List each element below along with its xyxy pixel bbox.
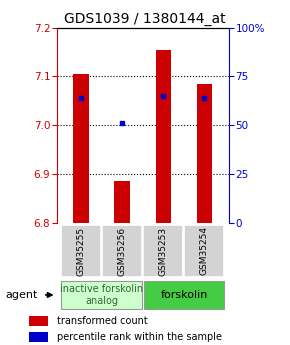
Text: forskolin: forskolin	[160, 290, 208, 300]
Bar	[61, 281, 142, 309]
Bar	[29, 316, 48, 326]
Bar	[184, 225, 224, 277]
Text: GSM35256: GSM35256	[118, 226, 127, 276]
Bar	[144, 281, 224, 309]
Text: GSM35255: GSM35255	[77, 226, 86, 276]
Bar	[61, 225, 101, 277]
Bar	[155, 50, 171, 223]
Bar	[102, 225, 142, 277]
Bar	[143, 225, 183, 277]
Text: GSM35254: GSM35254	[200, 226, 209, 276]
Text: percentile rank within the sample: percentile rank within the sample	[57, 332, 222, 342]
Text: agent: agent	[6, 290, 38, 300]
Text: inactive forskolin
analog: inactive forskolin analog	[60, 284, 143, 306]
Bar	[115, 181, 130, 223]
Text: GSM35253: GSM35253	[159, 226, 168, 276]
Bar	[197, 83, 212, 223]
Text: GDS1039 / 1380144_at: GDS1039 / 1380144_at	[64, 12, 226, 26]
Bar	[29, 332, 48, 342]
Text: transformed count: transformed count	[57, 316, 148, 326]
Bar	[73, 74, 89, 223]
